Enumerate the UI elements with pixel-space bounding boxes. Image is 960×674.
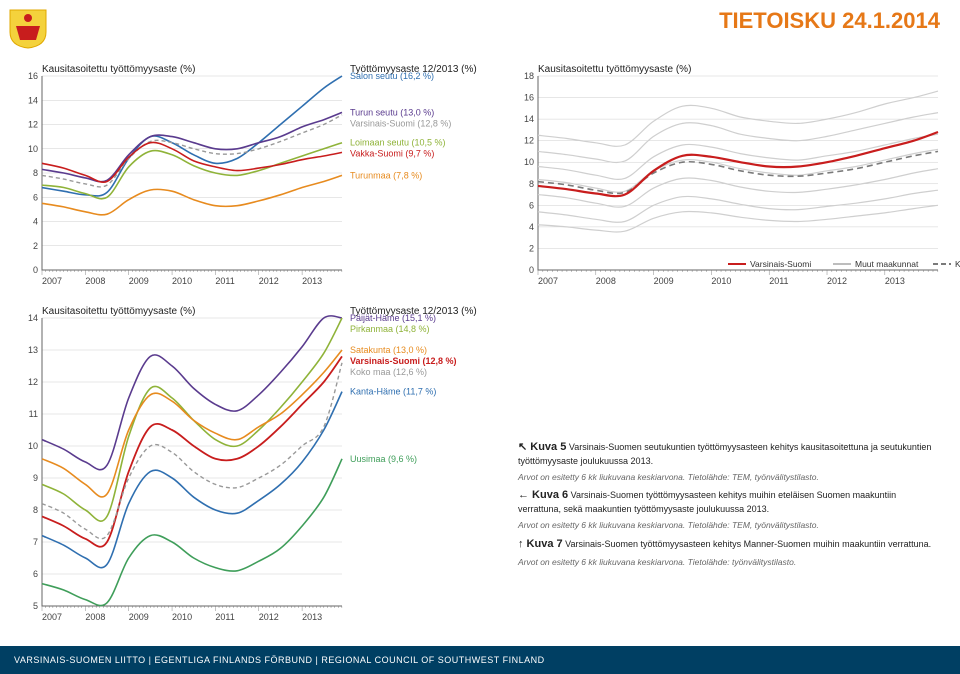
logo-crest bbox=[6, 6, 50, 50]
svg-text:4: 4 bbox=[529, 222, 534, 232]
svg-text:4: 4 bbox=[33, 217, 38, 227]
svg-text:Varsinais-Suomi (12,8 %): Varsinais-Suomi (12,8 %) bbox=[350, 118, 451, 128]
svg-text:Turun seutu (13,0 %): Turun seutu (13,0 %) bbox=[350, 107, 434, 117]
caption5-note: Arvot on esitetty 6 kk liukuvana keskiar… bbox=[518, 472, 938, 483]
svg-text:Satakunta (13,0 %): Satakunta (13,0 %) bbox=[350, 345, 427, 355]
svg-text:8: 8 bbox=[33, 168, 38, 178]
svg-text:Kausitasoitettu työttömyysaste: Kausitasoitettu työttömyysaste (%) bbox=[42, 306, 195, 317]
svg-text:6: 6 bbox=[529, 200, 534, 210]
svg-text:2013: 2013 bbox=[885, 276, 905, 286]
svg-text:Varsinais-Suomi (12,8 %): Varsinais-Suomi (12,8 %) bbox=[350, 356, 457, 366]
svg-text:Salon seutu (16,2 %): Salon seutu (16,2 %) bbox=[350, 71, 434, 81]
svg-text:10: 10 bbox=[28, 441, 38, 451]
chart-7-manner-suomi: Kausitasoitettu työttömyysaste (%)Työttö… bbox=[14, 304, 494, 632]
svg-text:14: 14 bbox=[28, 95, 38, 105]
svg-text:2013: 2013 bbox=[302, 612, 322, 622]
svg-text:11: 11 bbox=[29, 409, 38, 419]
caption6-arrow: ← Kuva 6 bbox=[518, 489, 568, 501]
svg-text:2012: 2012 bbox=[259, 276, 279, 286]
page-footer: VARSINAIS-SUOMEN LIITTO | EGENTLIGA FINL… bbox=[0, 646, 960, 674]
svg-text:8: 8 bbox=[33, 505, 38, 515]
caption7-arrow: ↑ Kuva 7 bbox=[518, 538, 563, 550]
svg-text:2012: 2012 bbox=[259, 612, 279, 622]
svg-text:18: 18 bbox=[524, 71, 534, 81]
svg-text:2007: 2007 bbox=[42, 612, 62, 622]
caption7-text: Varsinais-Suomen työttömyysasteen kehity… bbox=[565, 539, 931, 549]
svg-text:Varsinais-Suomi: Varsinais-Suomi bbox=[750, 259, 811, 269]
svg-text:Päijät-Häme (15,1 %): Päijät-Häme (15,1 %) bbox=[350, 313, 436, 323]
svg-text:2009: 2009 bbox=[129, 612, 149, 622]
svg-text:10: 10 bbox=[524, 157, 534, 167]
svg-text:14: 14 bbox=[28, 313, 38, 323]
page-title: TIETOISKU 24.1.2014 bbox=[719, 8, 940, 34]
caption5-arrow: ↖ Kuva 5 bbox=[518, 441, 566, 453]
svg-text:Kanta-Häme (11,7 %): Kanta-Häme (11,7 %) bbox=[350, 387, 436, 397]
svg-text:Turunmaa (7,8 %): Turunmaa (7,8 %) bbox=[350, 170, 422, 180]
svg-text:2: 2 bbox=[33, 241, 38, 251]
svg-text:6: 6 bbox=[33, 192, 38, 202]
svg-text:Vakka-Suomi (9,7 %): Vakka-Suomi (9,7 %) bbox=[350, 149, 434, 159]
caption6-text: Varsinais-Suomen työttömyysasteen kehity… bbox=[518, 490, 896, 514]
svg-text:6: 6 bbox=[33, 569, 38, 579]
svg-text:7: 7 bbox=[33, 537, 38, 547]
svg-text:Kausitasoitettu työttömyysaste: Kausitasoitettu työttömyysaste (%) bbox=[42, 64, 195, 75]
svg-text:2009: 2009 bbox=[654, 276, 674, 286]
caption7-note: Arvot on esitetty 6 kk liukuvana keskiar… bbox=[518, 557, 938, 568]
svg-text:Kausitasoitettu työttömyysaste: Kausitasoitettu työttömyysaste (%) bbox=[538, 64, 691, 75]
caption6-note: Arvot on esitetty 6 kk liukuvana keskiar… bbox=[518, 520, 938, 531]
svg-text:2011: 2011 bbox=[215, 276, 234, 286]
svg-text:Loimaan seutu (10,5 %): Loimaan seutu (10,5 %) bbox=[350, 138, 446, 148]
svg-text:2007: 2007 bbox=[42, 276, 62, 286]
chart-6-maakunnat-grey: Kausitasoitettu työttömyysaste (%) 0 2 4 6 8 1… bbox=[510, 62, 946, 296]
svg-text:13: 13 bbox=[28, 345, 38, 355]
svg-text:12: 12 bbox=[28, 377, 38, 387]
svg-text:0: 0 bbox=[33, 265, 38, 275]
svg-text:Uusimaa (9,6 %): Uusimaa (9,6 %) bbox=[350, 454, 417, 464]
chart-5-seutukunnat: Kausitasoitettu työttömyysaste (%)Työttö… bbox=[14, 62, 494, 296]
svg-text:Pirkanmaa (14,8 %): Pirkanmaa (14,8 %) bbox=[350, 324, 430, 334]
svg-text:2009: 2009 bbox=[129, 276, 149, 286]
svg-text:2: 2 bbox=[529, 243, 534, 253]
svg-text:8: 8 bbox=[529, 179, 534, 189]
svg-text:5: 5 bbox=[33, 601, 38, 611]
svg-text:2010: 2010 bbox=[172, 276, 192, 286]
svg-text:2010: 2010 bbox=[711, 276, 731, 286]
svg-text:2008: 2008 bbox=[85, 276, 105, 286]
svg-text:2010: 2010 bbox=[172, 612, 192, 622]
svg-text:2011: 2011 bbox=[769, 276, 788, 286]
svg-text:12: 12 bbox=[28, 120, 38, 130]
svg-text:10: 10 bbox=[28, 144, 38, 154]
svg-text:Koko maa: Koko maa bbox=[955, 259, 960, 269]
svg-text:2007: 2007 bbox=[538, 276, 558, 286]
svg-text:2012: 2012 bbox=[827, 276, 847, 286]
svg-text:2008: 2008 bbox=[85, 612, 105, 622]
svg-text:14: 14 bbox=[524, 114, 534, 124]
svg-text:Koko maa (12,6 %): Koko maa (12,6 %) bbox=[350, 367, 427, 377]
svg-text:2008: 2008 bbox=[596, 276, 616, 286]
svg-text:12: 12 bbox=[524, 136, 534, 146]
caption5-text: Varsinais-Suomen seutukuntien työttömyys… bbox=[518, 442, 931, 466]
svg-text:2011: 2011 bbox=[215, 612, 234, 622]
svg-text:9: 9 bbox=[33, 473, 38, 483]
svg-text:Muut maakunnat: Muut maakunnat bbox=[855, 259, 919, 269]
svg-text:2013: 2013 bbox=[302, 276, 322, 286]
svg-text:16: 16 bbox=[28, 71, 38, 81]
caption-block: ↖ Kuva 5 Varsinais-Suomen seutukuntien t… bbox=[518, 440, 938, 573]
svg-text:0: 0 bbox=[529, 265, 534, 275]
svg-text:16: 16 bbox=[524, 93, 534, 103]
